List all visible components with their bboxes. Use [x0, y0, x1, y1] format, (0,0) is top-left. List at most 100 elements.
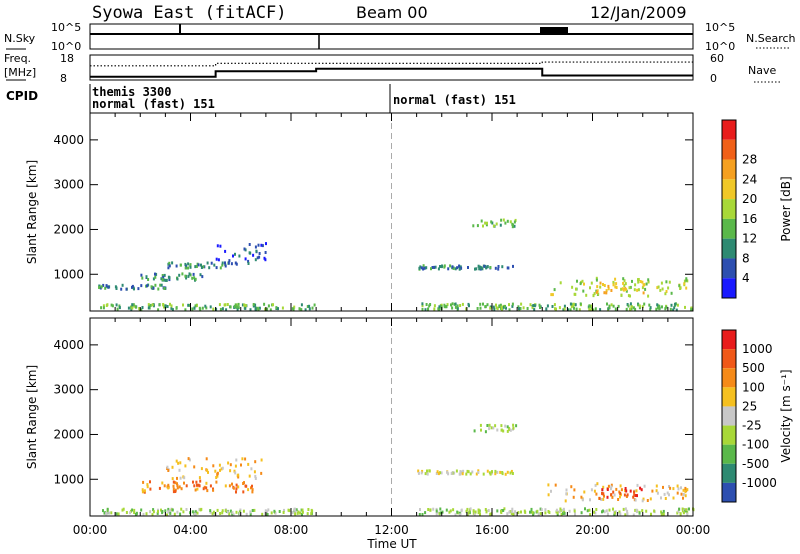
echo-cell: [167, 469, 170, 472]
echo-cell: [201, 275, 204, 279]
echo-cell: [212, 464, 215, 468]
echo-cell: [157, 308, 160, 312]
echo-cell: [194, 304, 197, 308]
echo-cell: [509, 471, 512, 475]
echo-cell: [573, 306, 575, 310]
echo-cell: [161, 510, 164, 513]
echo-cell: [539, 512, 542, 515]
echo-cell: [490, 426, 493, 430]
echo-cell: [233, 469, 236, 473]
echo-cell: [492, 305, 495, 309]
echo-cell: [468, 304, 470, 308]
echo-cell: [194, 488, 197, 492]
echo-cell: [690, 308, 693, 312]
echo-cell: [438, 305, 441, 309]
echo-cell: [592, 308, 595, 312]
colorbar-segment: [722, 444, 736, 464]
echo-cell: [477, 511, 480, 515]
colorbar-tick-label: 4: [742, 271, 750, 285]
echo-cell: [125, 287, 128, 291]
echo-cell: [424, 308, 427, 312]
echo-cell: [670, 291, 673, 295]
echo-cell: [629, 307, 632, 311]
echo-cell: [145, 275, 148, 279]
echo-cell: [175, 306, 178, 310]
echo-cell: [193, 465, 196, 469]
y-tick-label: 2000: [53, 427, 84, 441]
echo-cell: [456, 266, 459, 270]
sky-noise-panel: [89, 23, 694, 50]
echo-cell: [310, 508, 313, 512]
echo-cell: [435, 507, 438, 511]
echo-cell: [438, 307, 440, 311]
echo-cell: [254, 307, 257, 311]
echo-cell: [130, 305, 133, 309]
echo-cell: [670, 303, 673, 307]
y-tick-label: 3000: [53, 178, 84, 192]
echo-cell: [161, 278, 164, 282]
colorbar-tick-label: 8: [742, 251, 750, 265]
echo-cell: [479, 423, 482, 427]
echo-cell: [249, 512, 252, 516]
echo-cell: [606, 488, 609, 491]
echo-cell: [254, 258, 257, 262]
echo-cell: [156, 511, 159, 515]
echo-cell: [589, 498, 591, 502]
echo-cell: [171, 465, 174, 469]
echo-cell: [235, 510, 238, 514]
echo-cell: [242, 490, 245, 494]
echo-cell: [192, 480, 194, 484]
echo-cell: [179, 512, 182, 516]
echo-cell: [220, 467, 223, 471]
echo-cell: [572, 302, 575, 306]
echo-cell: [454, 513, 457, 517]
echo-cell: [615, 286, 618, 289]
echo-cell: [456, 510, 459, 514]
echo-cell: [419, 508, 421, 511]
echo-cell: [102, 283, 105, 287]
echo-cell: [195, 480, 198, 484]
freq-tick-top: 18: [60, 52, 74, 65]
echo-cell: [142, 512, 145, 516]
echo-cell: [599, 308, 602, 312]
echo-cell: [428, 304, 431, 308]
echo-cell: [494, 472, 497, 476]
echo-cell: [504, 304, 506, 308]
echo-cell: [641, 509, 644, 513]
echo-cell: [291, 511, 294, 515]
echo-cell: [667, 286, 670, 290]
echo-cell: [468, 511, 471, 515]
frequency-panel: [89, 54, 694, 81]
echo-cell: [188, 458, 191, 462]
echo-cell: [504, 472, 507, 476]
echo-cell: [624, 507, 627, 511]
echo-cell: [683, 282, 686, 286]
echo-cell: [313, 303, 316, 307]
echo-cell: [571, 285, 574, 289]
echo-cell: [683, 279, 686, 283]
echo-cell: [551, 293, 554, 297]
echo-cell: [511, 304, 514, 308]
echo-cell: [590, 281, 593, 285]
echo-cell: [142, 480, 145, 484]
echo-cell: [427, 307, 430, 311]
echo-cell: [659, 288, 662, 292]
echo-cell: [433, 304, 436, 308]
echo-cell: [111, 304, 114, 308]
echo-cell: [570, 485, 573, 489]
echo-cell: [215, 476, 218, 479]
echo-cell: [195, 304, 198, 308]
echo-cell: [116, 307, 119, 311]
echo-cell: [167, 507, 170, 511]
echo-cell: [232, 254, 234, 258]
echo-cell: [581, 498, 584, 502]
echo-cell: [612, 280, 615, 284]
echo-cell: [573, 509, 576, 513]
echo-cell: [219, 244, 222, 248]
echo-cell: [590, 304, 593, 308]
echo-cell: [482, 302, 484, 306]
echo-cell: [684, 305, 686, 309]
echo-cell: [181, 272, 184, 276]
echo-cell: [161, 481, 164, 485]
echo-cell: [530, 507, 533, 511]
